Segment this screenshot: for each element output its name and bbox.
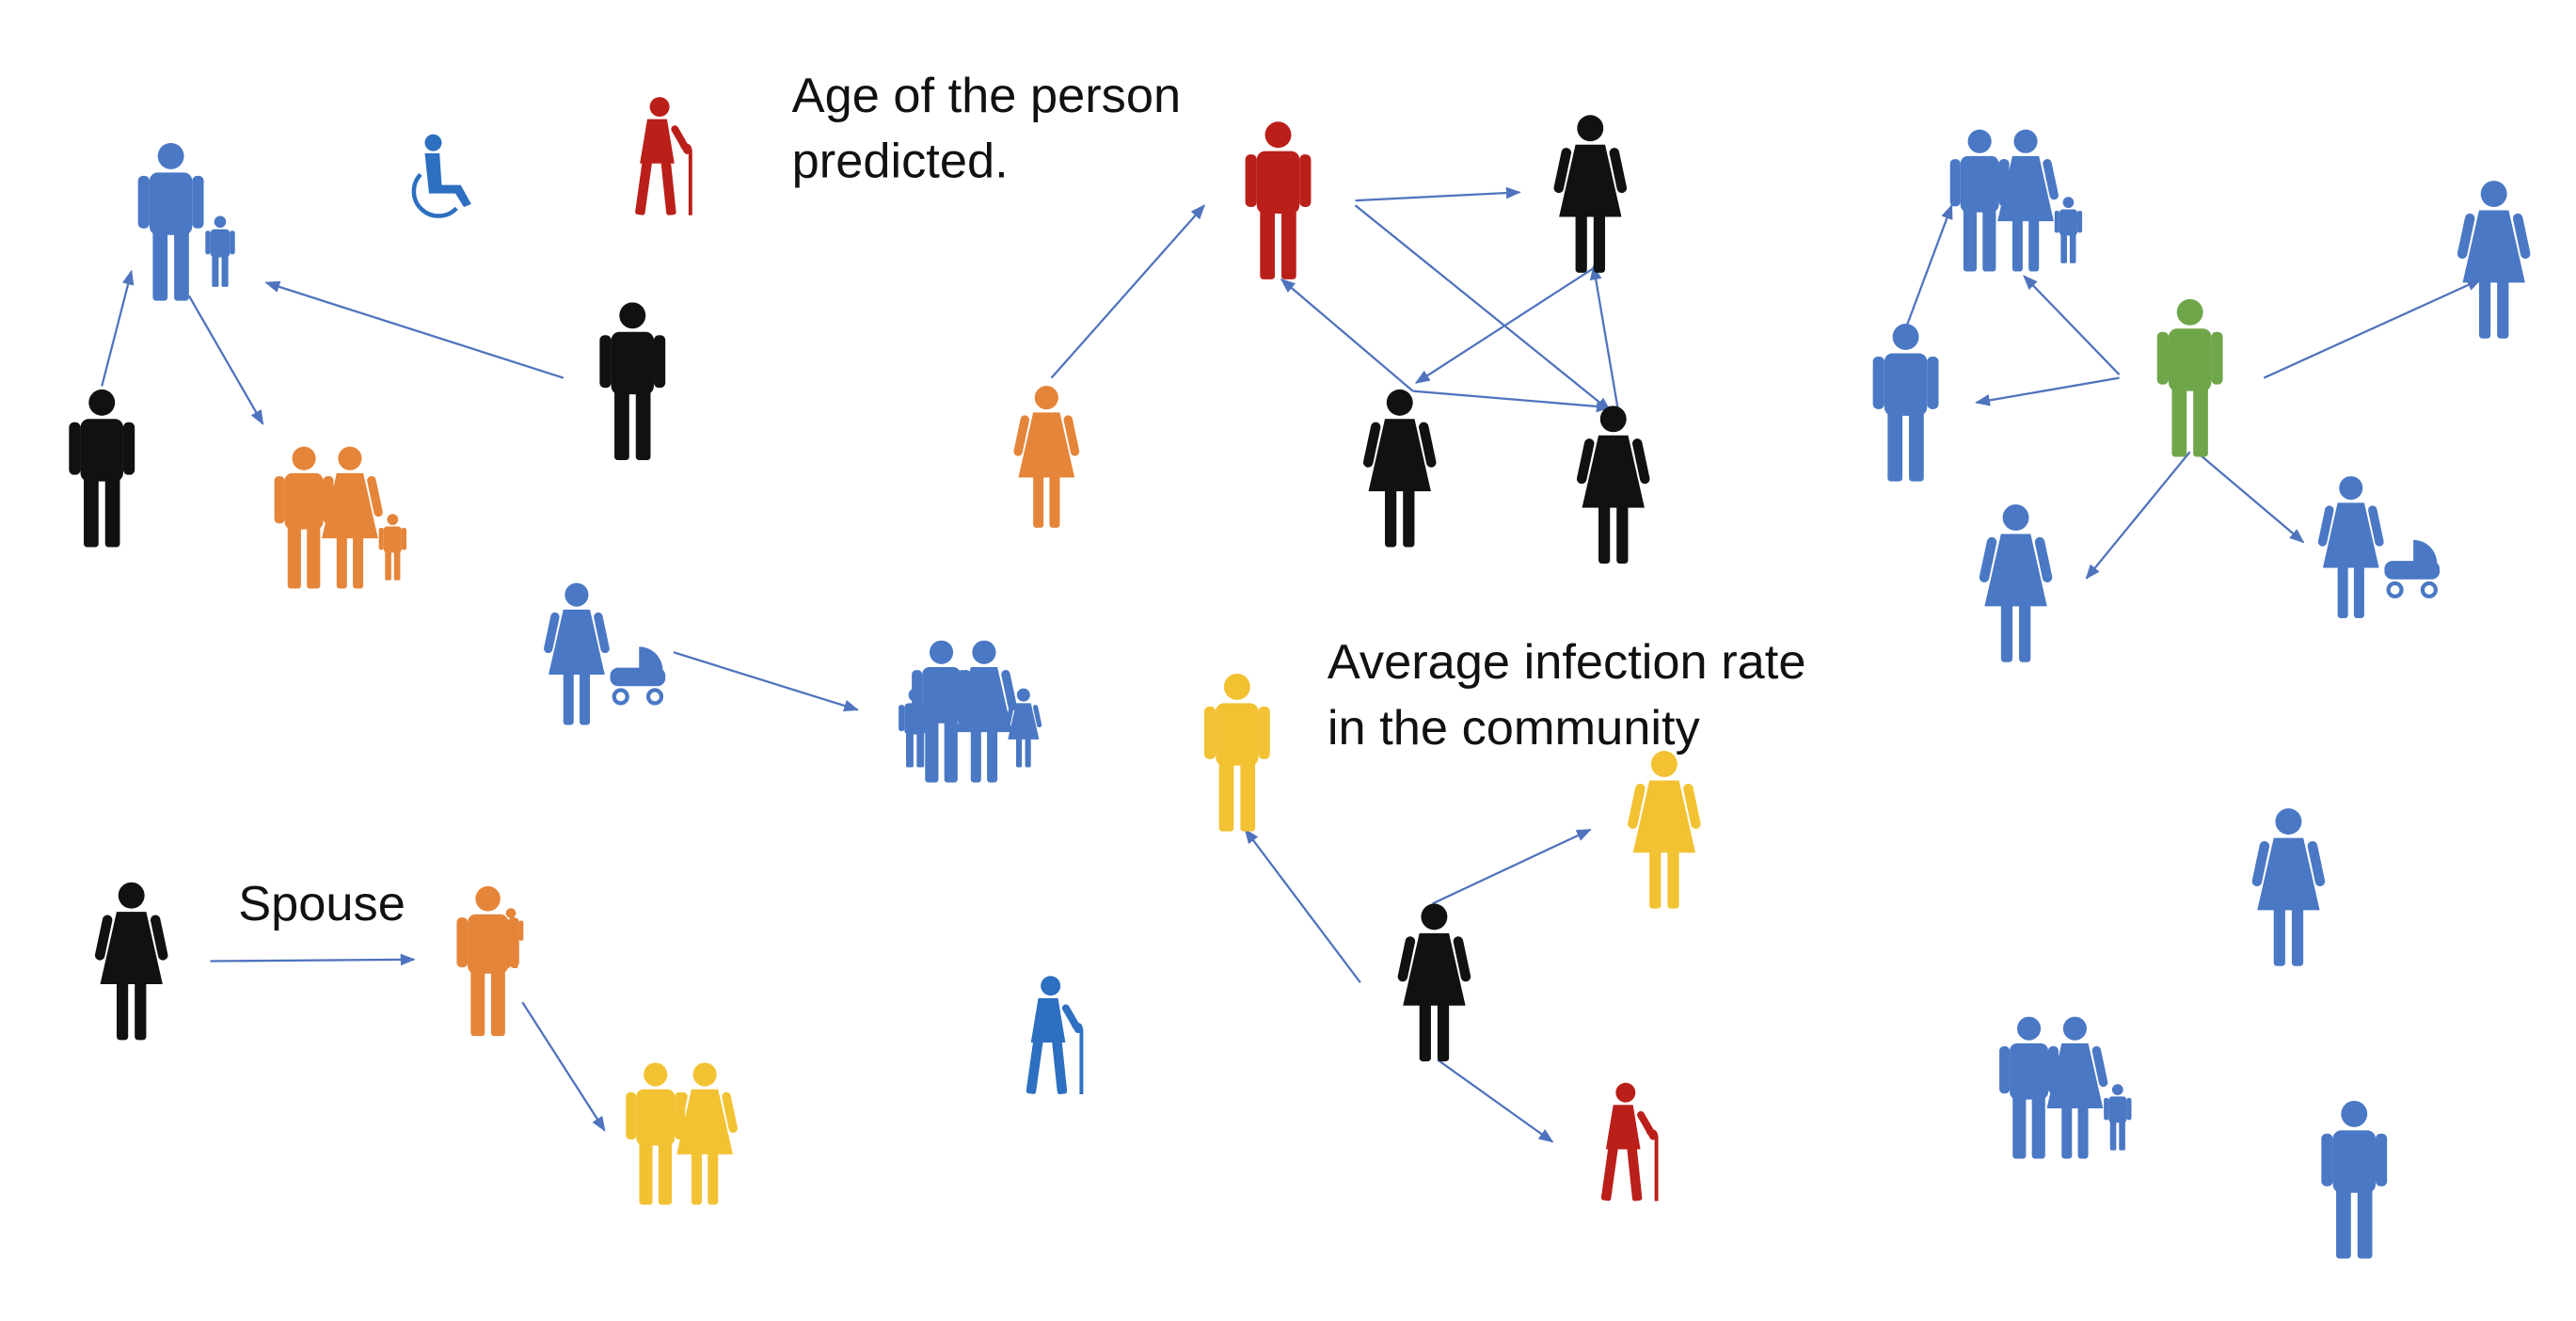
icon-part: [1601, 1083, 1659, 1202]
icon-part: [1627, 751, 1702, 909]
person-icon: [898, 640, 1042, 783]
icon-part: [1245, 121, 1312, 279]
icon-part: [2104, 1084, 2132, 1151]
person-icon: [543, 582, 666, 725]
icon-part: [1949, 129, 2010, 272]
icon-part: [137, 142, 204, 301]
person-icon: [1012, 386, 1081, 528]
person-icon: [1872, 324, 1939, 482]
annotation-line: Average infection rate: [1328, 635, 1806, 690]
arrow: [2023, 275, 2121, 375]
icon-part: [1362, 389, 1438, 548]
arrow: [1354, 204, 1612, 412]
icon-part: [93, 882, 169, 1041]
icon-part: [599, 302, 666, 460]
arrow: [1412, 390, 1612, 413]
person-icon: [635, 97, 692, 215]
person-icon: [1552, 115, 1629, 273]
person-icon: [2317, 476, 2440, 618]
person-icon: [1026, 976, 1083, 1094]
arrow: [521, 1001, 606, 1132]
arrow: [2263, 278, 2483, 379]
person-icon: [2156, 298, 2223, 457]
arrow: [210, 953, 416, 966]
person-icon: [69, 389, 135, 548]
person-icon: [2321, 1100, 2388, 1259]
person-icon: [1999, 1016, 2132, 1159]
person-icon: [626, 1062, 739, 1205]
icon-part: [2054, 197, 2083, 263]
person-icon: [2250, 808, 2327, 966]
arrow: [1355, 186, 1521, 202]
person-icon: [274, 446, 407, 589]
arrow: [1050, 204, 1205, 379]
arrow: [1244, 828, 1361, 983]
arrow: [187, 294, 264, 425]
icon-part: [1576, 406, 1651, 564]
icon-part: [611, 646, 666, 703]
icon-part: [626, 1062, 686, 1205]
person-icon: [1203, 673, 1270, 832]
arrow: [2195, 451, 2305, 544]
annotation-line: Spouse: [238, 877, 405, 931]
person-icon: [1978, 504, 2054, 662]
arrow: [1589, 264, 1620, 411]
annotation-line: in the community: [1328, 701, 1701, 756]
person-icon: [93, 882, 169, 1041]
icon-part: [1978, 504, 2054, 662]
arrow: [1437, 1058, 1554, 1143]
icon-part: [2321, 1100, 2388, 1259]
icon-part: [69, 389, 135, 548]
person-icon: [137, 142, 235, 301]
icon-part: [378, 514, 407, 581]
icon-part: [2317, 476, 2385, 618]
icon-part: [543, 582, 611, 725]
icon-part: [1026, 976, 1083, 1094]
arrow: [2085, 451, 2191, 580]
icon-part: [205, 215, 235, 287]
arrow: [101, 269, 135, 387]
person-icon: [456, 885, 524, 1037]
person-icon: [1601, 1083, 1659, 1202]
annotation-line: Age of the person: [792, 69, 1181, 123]
icon-part: [414, 135, 471, 216]
person-icon: [1576, 406, 1651, 564]
person-icon: [414, 135, 471, 216]
icon-part: [1999, 1016, 2059, 1159]
icon-part: [1203, 673, 1270, 832]
person-icon: [2456, 181, 2532, 339]
icon-part: [1552, 115, 1629, 273]
arrow: [1414, 262, 1603, 384]
icon-part: [2384, 540, 2440, 597]
person-icon: [599, 302, 666, 460]
icon-part: [1012, 386, 1081, 528]
arrow: [673, 651, 860, 712]
arrow: [1432, 828, 1592, 905]
icon-part: [2156, 298, 2223, 457]
icon-part: [2250, 808, 2327, 966]
icon-part: [1396, 903, 1472, 1062]
person-icon: [1396, 903, 1472, 1062]
person-icon: [1627, 751, 1702, 909]
arrow: [1280, 278, 1414, 392]
person-icon: [1949, 129, 2083, 272]
person-icon: [1245, 121, 1312, 279]
icon-part: [2456, 181, 2532, 339]
icon-part: [274, 446, 334, 589]
arrow: [1904, 203, 1953, 329]
annotation-line: predicted.: [792, 135, 1009, 189]
arrow: [1975, 376, 2120, 406]
icon-part: [1872, 324, 1939, 482]
arrow: [264, 280, 564, 379]
icon-part: [635, 97, 692, 215]
person-icon: [1362, 389, 1438, 548]
